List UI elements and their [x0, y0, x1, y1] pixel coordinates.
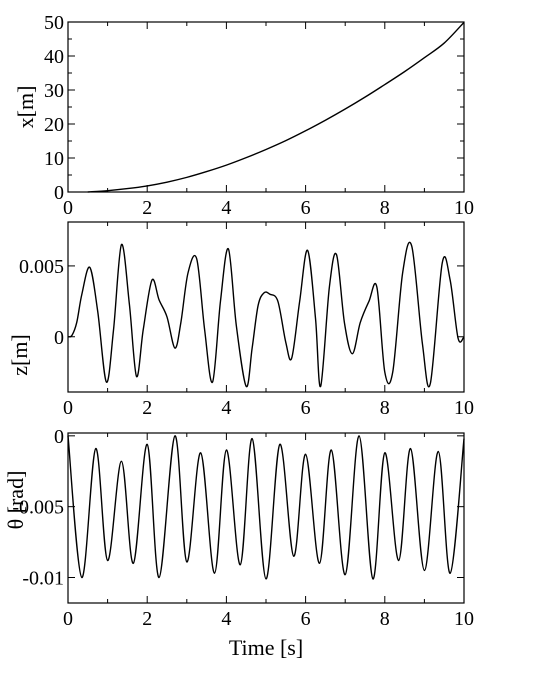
theta-xtick-label: 6 — [301, 608, 311, 630]
x-position-line — [87, 21, 465, 193]
x-plot-frame — [67, 21, 465, 193]
theta-ytick-label: -0.005 — [12, 497, 64, 519]
theta-xtick-label: 0 — [63, 608, 73, 630]
x-xtick-label: 8 — [380, 197, 390, 219]
x-ytick-label: 0 — [54, 182, 64, 204]
z-position-panel: 0 2 4 6 8 10 0 0.005 z[m] — [7, 221, 474, 419]
z-xtick-label: 0 — [63, 397, 73, 419]
theta-xtick-label: 4 — [221, 608, 231, 630]
theta-line — [67, 435, 465, 580]
z-ytick-label: 0 — [54, 327, 64, 349]
theta-xtick-label: 8 — [380, 608, 390, 630]
x-position-panel: 0 2 4 6 8 10 0 10 20 30 40 50 x[m] — [13, 12, 474, 219]
theta-panel: 0 2 4 6 8 10 0 -0.005 -0.01 θ [rad] Time [s] — [3, 426, 474, 660]
theta-ytick-label: 0 — [54, 426, 64, 448]
x-xtick-label: 4 — [221, 197, 231, 219]
theta-xtick-label: 10 — [454, 608, 474, 630]
z-panel-ticks — [67, 222, 465, 392]
z-plot-frame — [67, 221, 465, 393]
z-position-line — [67, 241, 465, 388]
x-xtick-label: 10 — [454, 197, 474, 219]
z-xtick-label: 4 — [221, 397, 231, 419]
x-xtick-label: 0 — [63, 197, 73, 219]
x-xtick-label: 2 — [142, 197, 152, 219]
theta-panel-tick-labels: 0 2 4 6 8 10 0 -0.005 -0.01 — [12, 426, 474, 630]
z-xtick-label: 2 — [142, 397, 152, 419]
x-xtick-label: 6 — [301, 197, 311, 219]
z-panel-ylabel: z[m] — [7, 334, 32, 376]
x-ytick-label: 40 — [44, 46, 64, 68]
x-ytick-label: 10 — [44, 148, 64, 170]
x-panel-ticks — [67, 21, 465, 193]
theta-xtick-label: 2 — [142, 608, 152, 630]
z-xtick-label: 6 — [301, 397, 311, 419]
x-panel-ylabel: x[m] — [13, 86, 38, 129]
z-xtick-label: 10 — [454, 397, 474, 419]
theta-ytick-label: -0.01 — [22, 568, 64, 590]
x-panel-tick-labels: 0 2 4 6 8 10 0 10 20 30 40 50 — [44, 12, 474, 219]
z-panel-tick-labels: 0 2 4 6 8 10 0 0.005 — [19, 256, 474, 419]
x-ytick-label: 30 — [44, 80, 64, 102]
theta-panel-ticks — [67, 433, 465, 603]
z-xtick-label: 8 — [380, 397, 390, 419]
x-ytick-label: 50 — [44, 12, 64, 34]
theta-panel-ylabel: θ [rad] — [3, 471, 28, 530]
z-ytick-label: 0.005 — [19, 256, 64, 278]
x-ytick-label: 20 — [44, 114, 64, 136]
time-xlabel: Time [s] — [229, 635, 303, 660]
